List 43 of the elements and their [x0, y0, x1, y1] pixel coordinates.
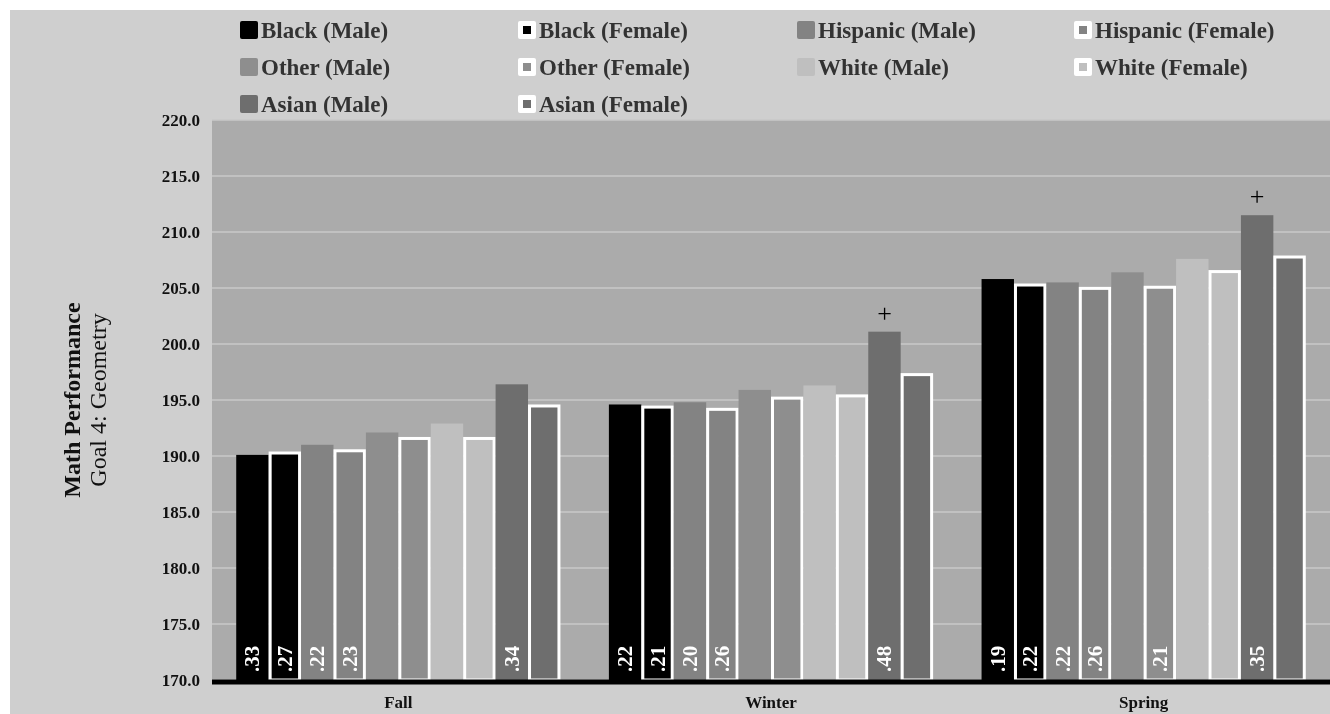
- legend-label: Hispanic (Male): [818, 18, 976, 43]
- legend-label: Other (Female): [539, 55, 690, 80]
- y-tick-label: 185.0: [161, 502, 200, 522]
- legend-label: White (Female): [1095, 55, 1248, 80]
- annotation: +: [1249, 182, 1265, 212]
- x-tick-label: Winter: [745, 693, 798, 712]
- annotation: +: [877, 298, 892, 328]
- annotation: .26: [710, 645, 735, 672]
- y-tick-label: 180.0: [161, 558, 200, 578]
- x-tick-label: Spring: [1119, 693, 1169, 712]
- annotation: .33: [240, 645, 265, 672]
- annotation: .22: [613, 645, 638, 672]
- legend-label: Black (Female): [539, 18, 688, 43]
- annotation: .22: [1018, 645, 1043, 672]
- annotation: .19: [985, 645, 1010, 672]
- annotation: .20: [677, 645, 702, 672]
- annotation: .23: [337, 645, 362, 672]
- legend-label: Asian (Male): [261, 92, 389, 117]
- y-tick-label: 215.0: [161, 166, 200, 186]
- legend-label: Hispanic (Female): [1095, 18, 1275, 43]
- y-tick-label: 200.0: [161, 334, 200, 354]
- annotation: .34: [499, 645, 524, 672]
- annotation: .48: [872, 645, 897, 672]
- annotation: .22: [1050, 645, 1075, 672]
- legend-label: Asian (Female): [539, 92, 688, 117]
- annotation: .22: [305, 645, 330, 672]
- y-axis-title: Math Performance Goal 4: Geometry: [59, 302, 111, 498]
- y-tick-label: 195.0: [161, 390, 200, 410]
- y-tick-label: 175.0: [161, 614, 200, 634]
- annotation: .21: [645, 645, 670, 672]
- annotation: .35: [1245, 645, 1270, 672]
- annotation: .21: [1147, 645, 1172, 672]
- annotation: .27: [272, 645, 297, 672]
- y-tick-label: 205.0: [161, 278, 200, 298]
- y-tick-label: 170.0: [161, 670, 200, 690]
- y-tick-label: 210.0: [161, 222, 200, 242]
- annotation: .26: [1083, 645, 1108, 672]
- y-tick-label: 220.0: [161, 110, 200, 130]
- legend-label: White (Male): [818, 55, 949, 80]
- legend-label: Black (Male): [261, 18, 389, 43]
- x-tick-label: Fall: [384, 693, 413, 712]
- legend-label: Other (Male): [261, 55, 391, 80]
- y-tick-label: 190.0: [161, 446, 200, 466]
